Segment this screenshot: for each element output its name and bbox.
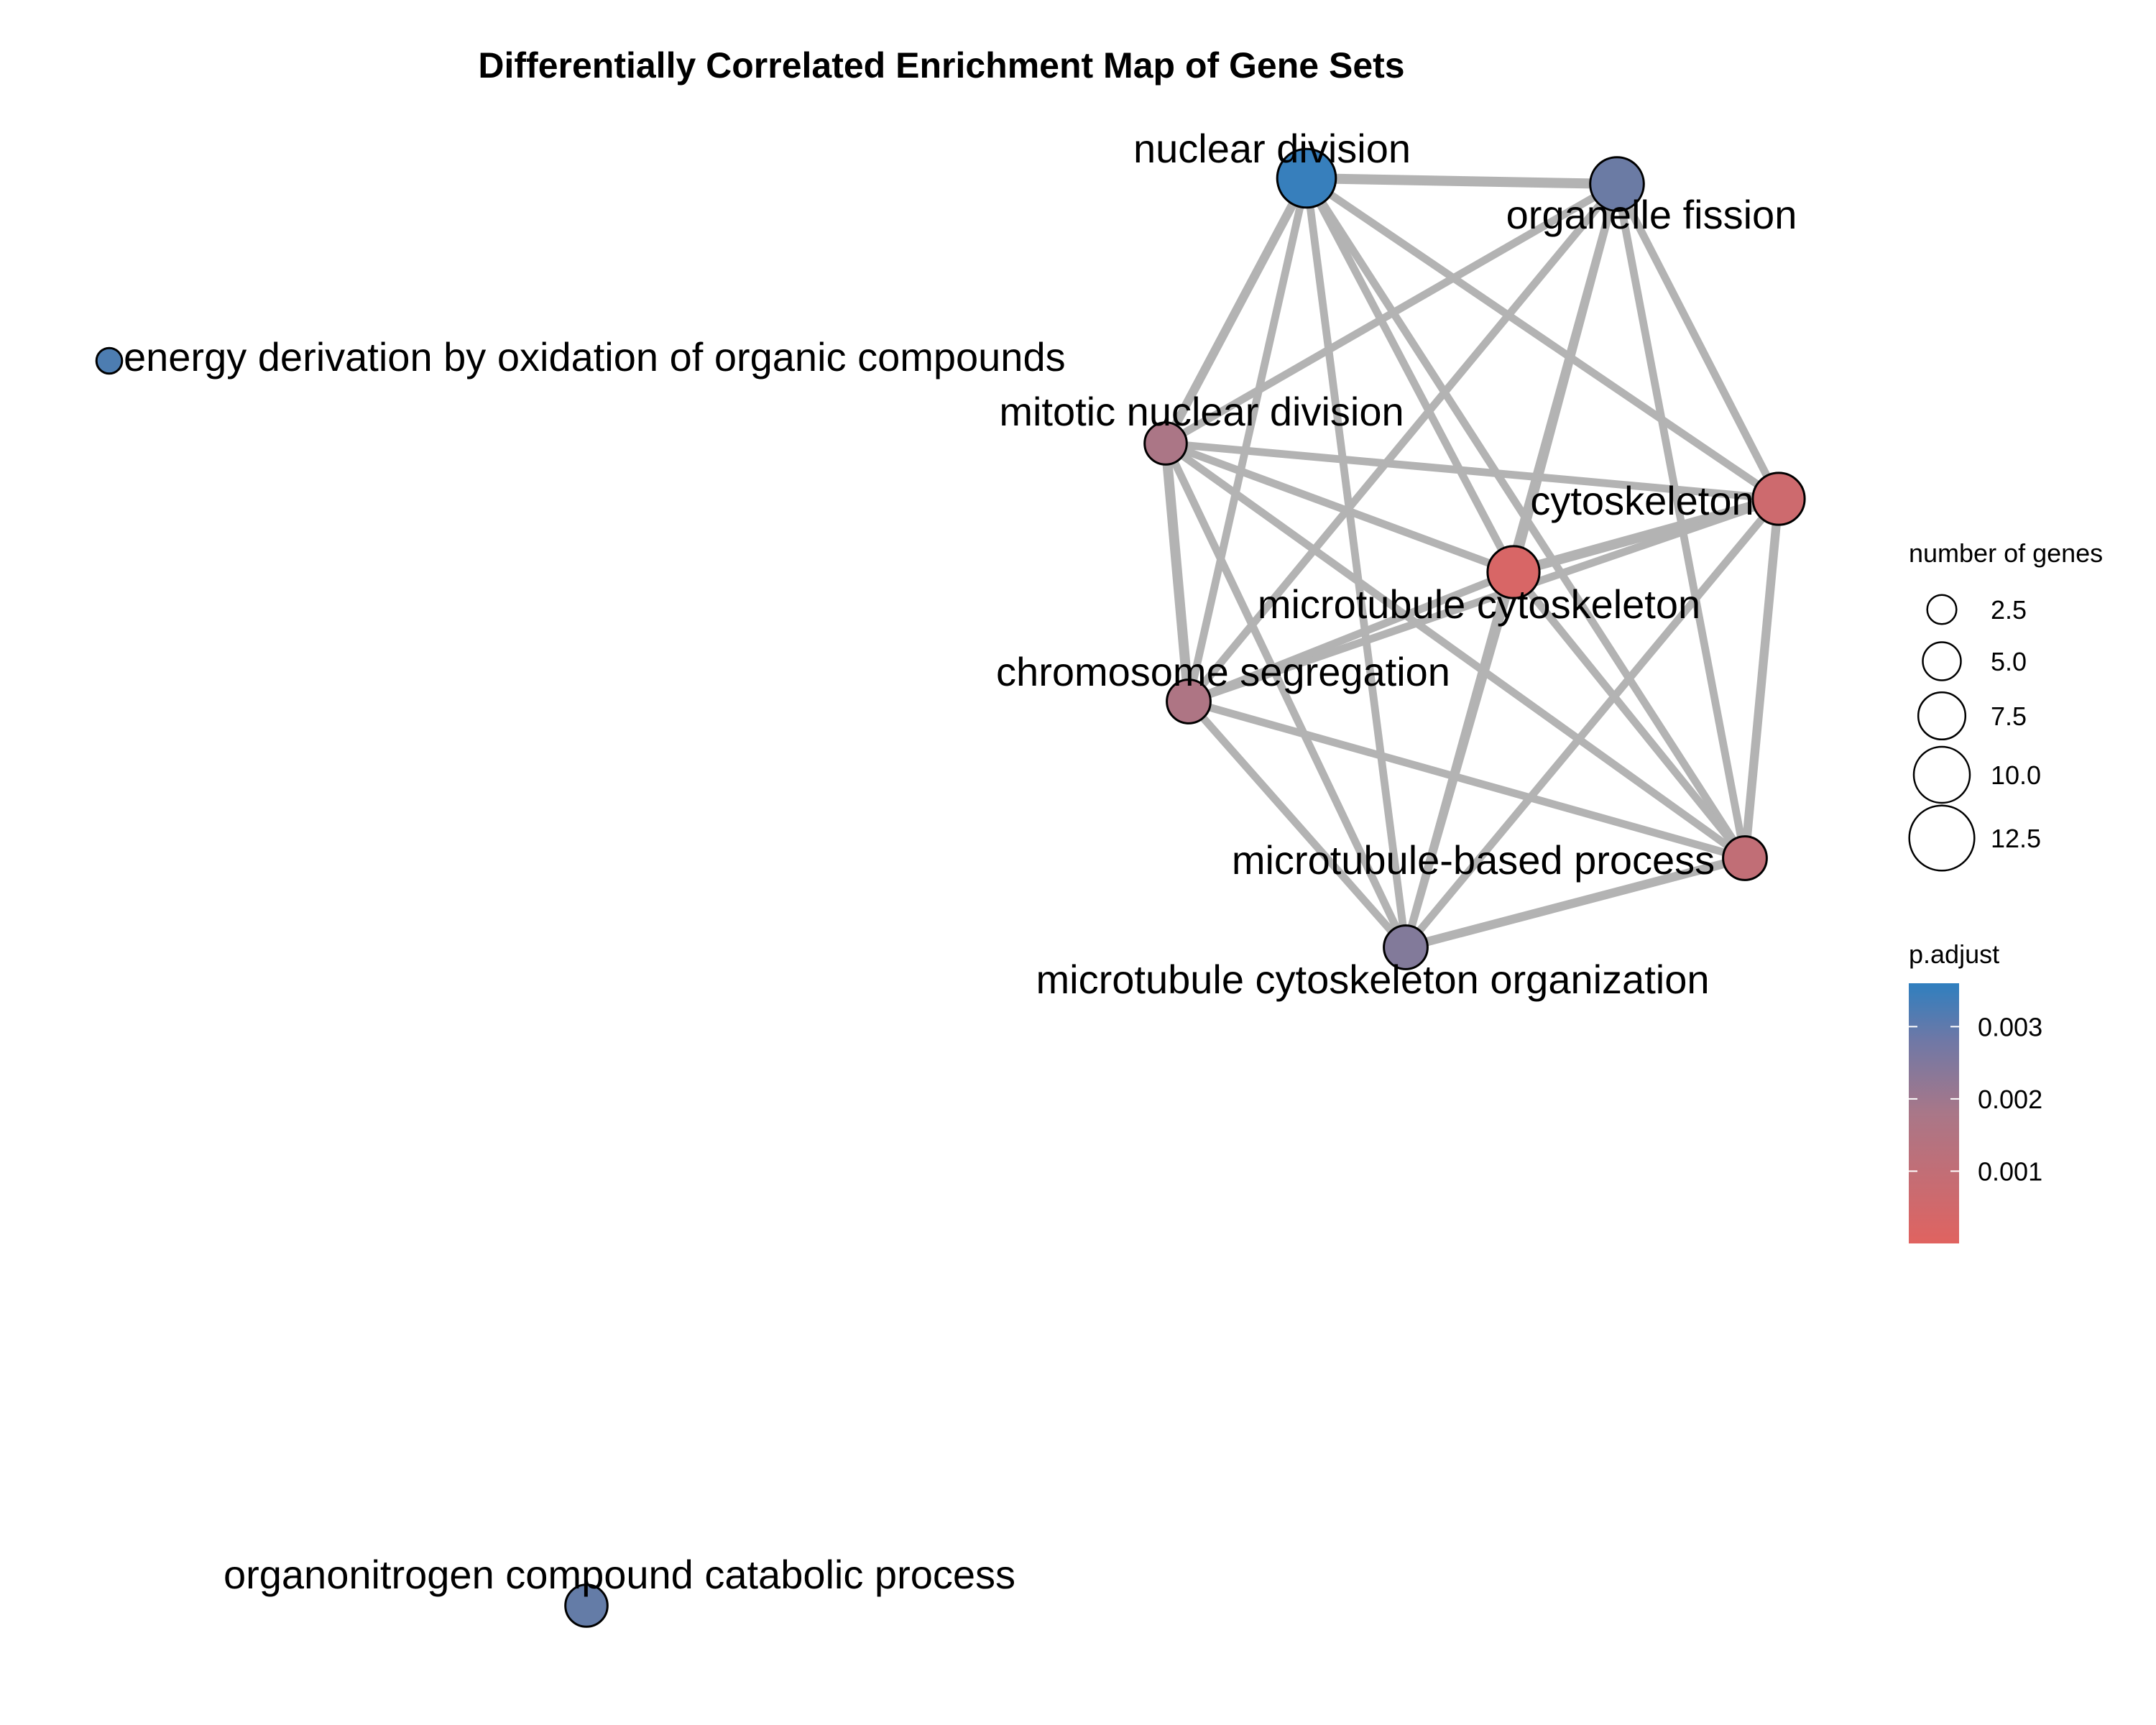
edge-mitotic-nuclear-division-microtubule-cytoskeleton bbox=[1164, 439, 1515, 576]
nodes-layer bbox=[95, 147, 1806, 1628]
edge-nuclear-division-organelle-fission bbox=[1306, 173, 1618, 189]
color-legend: p.adjust 0.003 0.002 0.001 bbox=[1909, 939, 2042, 1243]
edge-nuclear-division-cytoskeleton bbox=[1304, 175, 1782, 502]
node-nuclear-division bbox=[1276, 147, 1337, 209]
size-legend-circle bbox=[1912, 745, 1971, 804]
edge-cytoskeleton-chromosome-segregation bbox=[1187, 494, 1780, 706]
edge-cytoskeleton-microtubule-based-process bbox=[1740, 498, 1784, 859]
node-label-microtubule-based-process: microtubule-based process bbox=[1232, 837, 1715, 883]
node-microtubule-based-process bbox=[1722, 835, 1768, 881]
size-legend: number of genes 2.5 5.0 7.5 10.0 12.5 bbox=[1908, 538, 2103, 872]
labels-layer: nuclear division organelle fission energy … bbox=[124, 126, 1797, 1597]
edge-chromosome-segregation-microtubule-based-process bbox=[1187, 697, 1746, 862]
node-label-organelle-fission: organelle fission bbox=[1506, 192, 1797, 237]
color-legend-label: 0.003 bbox=[1978, 1012, 2042, 1041]
node-cytoskeleton bbox=[1751, 472, 1806, 526]
edge-nuclear-division-mitotic-nuclear-division bbox=[1161, 176, 1311, 446]
node-organonitrogen bbox=[564, 1583, 609, 1628]
edge-mitotic-nuclear-division-cytoskeleton bbox=[1165, 439, 1779, 503]
size-legend-label: 5.0 bbox=[1991, 647, 2027, 676]
color-legend-title: p.adjust bbox=[1909, 939, 1999, 969]
edge-mitotic-nuclear-division-microtubule-based-process bbox=[1163, 440, 1748, 862]
edges-layer bbox=[1161, 173, 1784, 952]
size-legend-label: 7.5 bbox=[1991, 702, 2027, 731]
node-label-microtubule-cytoskeleton: microtubule cytoskeleton bbox=[1258, 581, 1700, 627]
edge-microtubule-cytoskeleton-chromosome-segregation bbox=[1187, 568, 1515, 706]
color-legend-bar bbox=[1909, 983, 1959, 1243]
edge-mitotic-nuclear-division-chromosome-segregation bbox=[1161, 443, 1194, 702]
node-label-microtubule-cytoskeleton-organization: microtubule cytoskeleton organization bbox=[1036, 957, 1710, 1002]
node-microtubule-cytoskeleton-organization bbox=[1383, 924, 1429, 970]
node-organelle-fission bbox=[1589, 156, 1645, 212]
size-legend-label: 10.0 bbox=[1991, 760, 2041, 790]
size-legend-title: number of genes bbox=[1909, 538, 2103, 568]
node-label-cytoskeleton: cytoskeleton bbox=[1530, 478, 1754, 523]
node-energy-derivation bbox=[95, 346, 124, 375]
size-legend-circle bbox=[1917, 691, 1967, 741]
size-legend-label: 2.5 bbox=[1991, 595, 2027, 625]
node-chromosome-segregation bbox=[1166, 678, 1212, 724]
color-legend-label: 0.002 bbox=[1978, 1085, 2042, 1114]
node-label-nuclear-division: nuclear division bbox=[1133, 126, 1411, 171]
edge-microtubule-cytoskeleton-microtubule-cytoskeleton-organization bbox=[1401, 571, 1518, 949]
size-legend-circle bbox=[1922, 641, 1962, 681]
chart-title: Differentially Correlated Enrichment Map… bbox=[478, 45, 1404, 86]
size-legend-circle bbox=[1908, 804, 1976, 872]
edge-microtubule-cytoskeleton-microtubule-based-process bbox=[1510, 569, 1749, 861]
edge-microtubule-based-process-microtubule-cytoskeleton-organization bbox=[1404, 854, 1746, 952]
edge-nuclear-division-microtubule-cytoskeleton-organization bbox=[1302, 178, 1410, 948]
edge-organelle-fission-chromosome-segregation bbox=[1185, 181, 1621, 704]
edge-chromosome-segregation-microtubule-cytoskeleton-organization bbox=[1185, 699, 1409, 950]
color-legend-label: 0.001 bbox=[1978, 1156, 2042, 1186]
edge-nuclear-division-chromosome-segregation bbox=[1184, 177, 1311, 703]
node-microtubule-cytoskeleton bbox=[1486, 545, 1541, 599]
node-label-chromosome-segregation: chromosome segregation bbox=[996, 649, 1450, 694]
edge-organelle-fission-cytoskeleton bbox=[1613, 182, 1782, 501]
node-label-energy-derivation: energy derivation by oxidation of organi… bbox=[124, 334, 1066, 380]
size-legend-label: 12.5 bbox=[1991, 824, 2041, 853]
edge-mitotic-nuclear-division-microtubule-cytoskeleton-organization bbox=[1162, 441, 1409, 949]
node-mitotic-nuclear-division bbox=[1143, 421, 1188, 466]
edge-organelle-fission-mitotic-nuclear-division bbox=[1164, 180, 1619, 447]
size-legend-circle bbox=[1926, 594, 1958, 625]
edge-cytoskeleton-microtubule-cytoskeleton-organization bbox=[1402, 496, 1782, 950]
node-label-organonitrogen: organonitrogen compound catabolic proces… bbox=[224, 1552, 1015, 1597]
node-label-mitotic-nuclear-division: mitotic nuclear division bbox=[999, 389, 1404, 434]
edge-nuclear-division-microtubule-cytoskeleton bbox=[1303, 176, 1517, 574]
